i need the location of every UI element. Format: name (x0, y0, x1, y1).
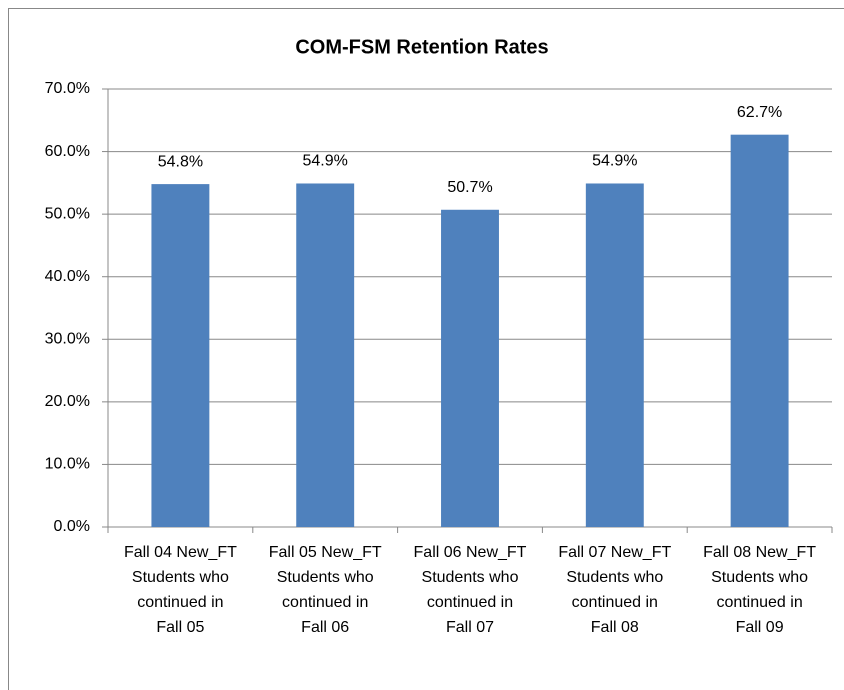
y-tick-label: 20.0% (45, 393, 90, 410)
x-tick-label: Students who (566, 569, 663, 586)
x-tick-label: Students who (132, 569, 229, 586)
bar (585, 183, 644, 528)
y-tick-label: 50.0% (45, 205, 90, 222)
bar (151, 184, 210, 527)
x-tick-label: Fall 07 (446, 619, 494, 636)
y-tick-label: 30.0% (45, 331, 90, 348)
y-tick-label: 40.0% (45, 268, 90, 285)
x-tick-label: Students who (711, 569, 808, 586)
x-tick-label: continued in (427, 594, 513, 611)
x-tick-label: Fall 08 (591, 619, 639, 636)
value-label: 62.7% (737, 104, 782, 121)
y-tick-label: 10.0% (45, 456, 90, 473)
value-label: 54.9% (303, 153, 348, 170)
x-tick-label: Fall 06 (301, 619, 349, 636)
x-tick-label: continued in (572, 594, 658, 611)
bar (730, 134, 789, 528)
chart-title: COM-FSM Retention Rates (295, 36, 548, 58)
value-label: 54.9% (592, 153, 637, 170)
x-tick-label: Fall 07 New_FT (558, 544, 671, 561)
value-label: 54.8% (158, 153, 203, 170)
value-label: 50.7% (447, 179, 492, 196)
x-tick-label: continued in (137, 594, 223, 611)
x-tick-label: Students who (422, 569, 519, 586)
y-tick-label: 0.0% (54, 518, 90, 535)
x-tick-label: continued in (716, 594, 802, 611)
x-tick-label: Fall 05 New_FT (269, 544, 382, 561)
x-tick-label: Fall 08 New_FT (703, 544, 816, 561)
x-tick-label: Fall 06 New_FT (414, 544, 527, 561)
y-tick-label: 70.0% (45, 80, 90, 97)
x-tick-label: continued in (282, 594, 368, 611)
chart-frame (8, 8, 844, 690)
y-tick-label: 60.0% (45, 143, 90, 160)
x-tick-label: Fall 04 New_FT (124, 544, 237, 561)
x-tick-label: Students who (277, 569, 374, 586)
x-tick-label: Fall 09 (736, 619, 784, 636)
bar (441, 209, 499, 527)
bar (296, 183, 355, 528)
x-tick-label: Fall 05 (156, 619, 204, 636)
